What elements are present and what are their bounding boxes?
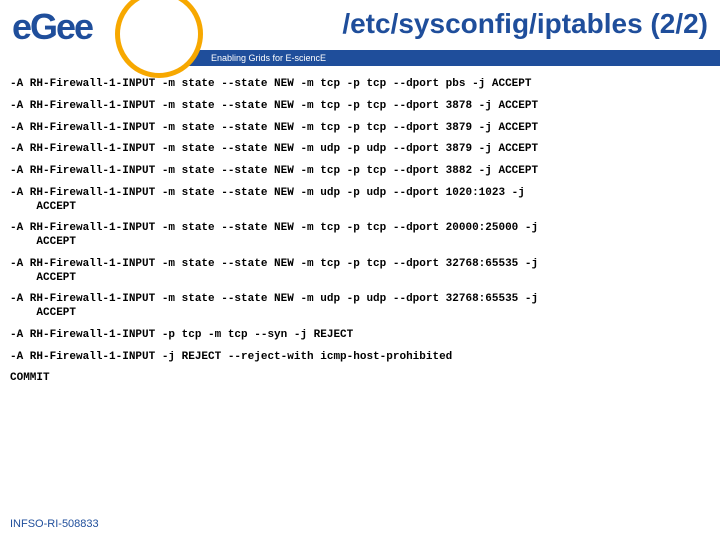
- subtitle-bar: Enabling Grids for E-sciencE: [175, 50, 720, 66]
- rule-line: -A RH-Firewall-1-INPUT -m state --state …: [10, 143, 710, 157]
- slide-header: /etc/sysconfig/iptables (2/2) Enabling G…: [0, 0, 720, 66]
- logo-text: eGee: [12, 6, 92, 48]
- logo-area: eGee: [0, 0, 200, 66]
- rule-line: -A RH-Firewall-1-INPUT -m state --state …: [10, 293, 710, 321]
- rule-line: -A RH-Firewall-1-INPUT -m state --state …: [10, 78, 710, 92]
- rule-line: -A RH-Firewall-1-INPUT -m state --state …: [10, 258, 710, 286]
- rule-line: -A RH-Firewall-1-INPUT -p tcp -m tcp --s…: [10, 329, 710, 343]
- commit-line: COMMIT: [10, 372, 710, 386]
- rule-line: -A RH-Firewall-1-INPUT -m state --state …: [10, 100, 710, 114]
- rule-line: -A RH-Firewall-1-INPUT -m state --state …: [10, 122, 710, 136]
- footer-id: INFSO-RI-508833: [10, 518, 99, 530]
- slide-title: /etc/sysconfig/iptables (2/2): [342, 8, 708, 40]
- rule-line: -A RH-Firewall-1-INPUT -m state --state …: [10, 222, 710, 250]
- rule-line: -A RH-Firewall-1-INPUT -j REJECT --rejec…: [10, 351, 710, 365]
- rule-line: -A RH-Firewall-1-INPUT -m state --state …: [10, 187, 710, 215]
- iptables-rules: -A RH-Firewall-1-INPUT -m state --state …: [0, 66, 720, 386]
- rule-line: -A RH-Firewall-1-INPUT -m state --state …: [10, 165, 710, 179]
